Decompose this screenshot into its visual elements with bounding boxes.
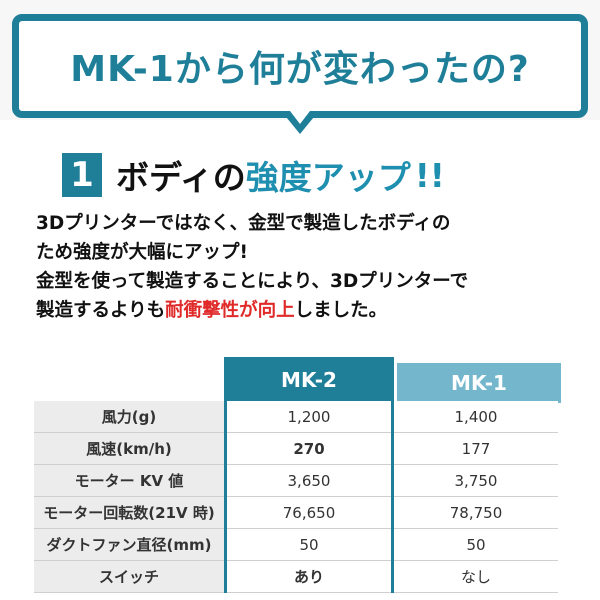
description: 3Dプリンターではなく、金型で製造したボディの ため強度が大幅にアップ! 金型を…: [36, 209, 576, 325]
table-row: 風速(km/h) 270 177: [34, 432, 558, 465]
table-row: モーター回転数(21V 時) 76,650 78,750: [34, 496, 558, 529]
mk1-value: 50: [392, 528, 558, 561]
row-label: ダクトファン直径(mm): [34, 528, 226, 561]
table-row: モーター KV 値 3,650 3,750: [34, 464, 558, 497]
table-row: スイッチ あり なし: [34, 560, 558, 593]
row-label: スイッチ: [34, 560, 226, 593]
mk2-value: 270: [224, 432, 394, 465]
heading-exclaim: !!: [414, 155, 445, 195]
banner-title: MK-1から何が変わったの?: [70, 49, 530, 90]
mk1-value: 177: [392, 432, 558, 465]
description-line-4-pre: 製造するよりも: [36, 300, 166, 321]
description-line-1: 3Dプリンターではなく、金型で製造したボディの: [36, 213, 451, 234]
column-header-mk2: MK-2: [224, 357, 394, 403]
mk2-value: 76,650: [224, 496, 394, 529]
mk1-value: 1,400: [392, 401, 558, 433]
mk1-value: 78,750: [392, 496, 558, 529]
column-header-mk1: MK-1: [397, 363, 561, 403]
description-line-3: 金型を使って製造することにより、3Dプリンターで: [36, 271, 469, 292]
section-heading: 1 ボディの 強度アップ !!: [62, 148, 445, 202]
spec-comparison-table: 風力(g) 1,200 1,400 風速(km/h) 270 177 モーター KV 値 3,…: [34, 401, 558, 593]
heading-text-black: ボディの: [116, 158, 246, 197]
description-line-4-post: しました。: [294, 300, 388, 321]
table-row: 風力(g) 1,200 1,400: [34, 401, 558, 433]
mk2-value: あり: [224, 560, 394, 593]
heading-text-teal: 強度アップ: [245, 158, 411, 197]
mk2-value: 50: [224, 528, 394, 561]
mk2-value: 3,650: [224, 464, 394, 497]
speech-bubble-tail-inner: [290, 111, 310, 124]
mk2-value: 1,200: [224, 401, 394, 433]
row-label: モーター KV 値: [34, 464, 226, 497]
row-label: 風速(km/h): [34, 432, 226, 465]
table-row: ダクトファン直径(mm) 50 50: [34, 528, 558, 561]
row-label: 風力(g): [34, 401, 226, 433]
description-line-2: ため強度が大幅にアップ!: [36, 242, 248, 263]
description-line-4: 製造するよりも耐衝撃性が向上しました。: [36, 296, 576, 325]
section-number-badge: 1: [62, 153, 102, 197]
row-label: モーター回転数(21V 時): [34, 496, 226, 529]
mk1-value: 3,750: [392, 464, 558, 497]
speech-bubble: MK-1から何が変わったの?: [12, 14, 588, 118]
mk1-value: なし: [392, 560, 558, 593]
description-highlight: 耐衝撃性が向上: [165, 300, 295, 321]
